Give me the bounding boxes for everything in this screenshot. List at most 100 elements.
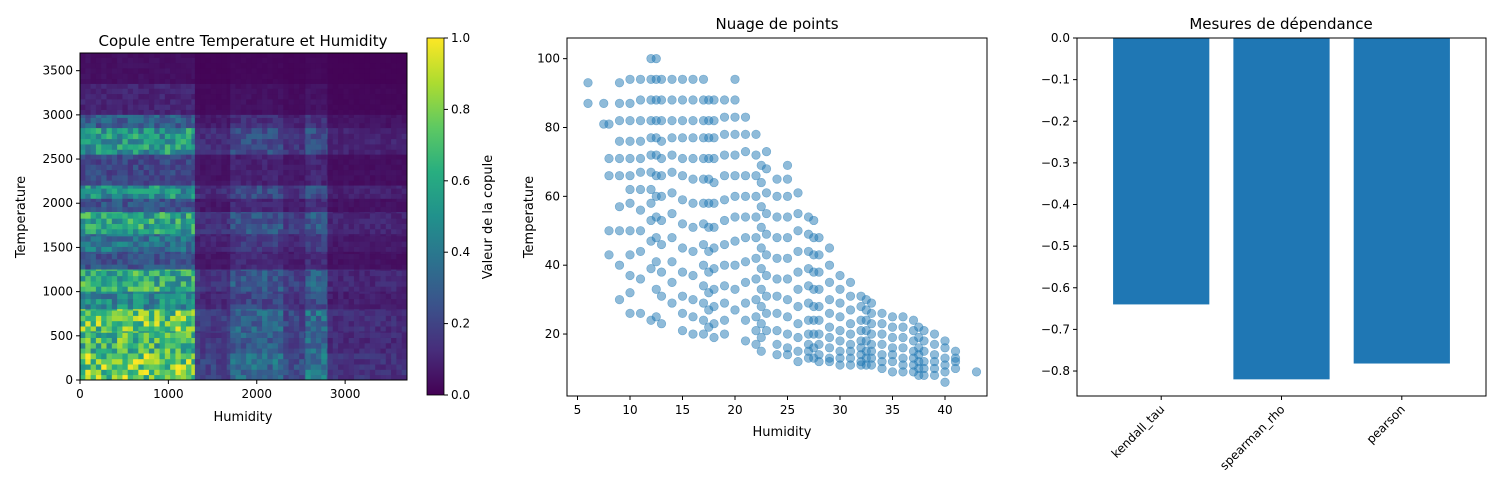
heatmap-cell bbox=[122, 223, 129, 230]
heatmap-cell bbox=[304, 201, 306, 208]
heatmap-cell bbox=[299, 246, 305, 253]
heatmap-cell bbox=[101, 253, 107, 260]
heatmap-cell bbox=[315, 320, 322, 327]
heatmap-cell bbox=[267, 193, 274, 200]
heatmap-cell bbox=[127, 62, 134, 69]
heatmap-cell bbox=[305, 104, 312, 110]
heatmap-cell bbox=[164, 269, 171, 271]
heatmap-cell bbox=[221, 223, 228, 230]
heatmap-cell bbox=[226, 109, 231, 116]
heatmap-cell bbox=[385, 206, 392, 213]
heatmap-cell bbox=[385, 104, 392, 110]
scatter-point bbox=[614, 226, 625, 236]
heatmap-cell bbox=[175, 73, 182, 80]
heatmap-cell bbox=[364, 269, 371, 271]
heatmap-cell bbox=[106, 198, 113, 202]
heatmap-cell bbox=[293, 315, 300, 322]
heatmap-cell bbox=[200, 337, 206, 344]
heatmap-cell bbox=[299, 193, 305, 200]
heatmap-cell bbox=[117, 193, 123, 200]
heatmap-cell bbox=[240, 88, 247, 95]
heatmap-cell bbox=[122, 234, 129, 237]
heatmap-cell bbox=[80, 369, 86, 376]
heatmap-cell bbox=[348, 193, 355, 200]
heatmap-cell bbox=[85, 315, 91, 322]
heatmap-cell bbox=[164, 369, 171, 376]
heatmap-cell bbox=[299, 374, 305, 380]
heatmap-cell bbox=[216, 315, 222, 322]
scatter-point bbox=[761, 326, 772, 336]
heatmap-cell bbox=[226, 198, 231, 202]
scatter-point bbox=[635, 74, 646, 84]
heatmap-cell bbox=[375, 98, 381, 105]
heatmap-cell bbox=[240, 223, 247, 230]
heatmap-cell bbox=[304, 98, 306, 105]
heatmap-cell bbox=[170, 68, 176, 74]
heatmap-cell bbox=[326, 88, 328, 95]
heatmap-cell bbox=[111, 149, 118, 156]
heatmap-cell bbox=[304, 235, 306, 242]
heatmap-cell bbox=[348, 133, 355, 140]
heatmap-cell bbox=[210, 251, 217, 255]
heatmap-cell bbox=[364, 212, 371, 219]
heatmap-cell bbox=[326, 78, 328, 85]
heatmap-cell bbox=[369, 281, 376, 287]
heatmap-cell bbox=[122, 185, 129, 189]
heatmap-cell bbox=[380, 353, 387, 360]
heatmap-cell bbox=[221, 253, 228, 260]
heatmap-x-ticks: 0 1000 2000 3000 bbox=[76, 380, 360, 401]
heatmap-cell bbox=[396, 188, 403, 194]
heatmap-cell bbox=[191, 109, 196, 116]
bar bbox=[1233, 38, 1330, 380]
heatmap-cell bbox=[288, 218, 295, 224]
heatmap-cell bbox=[170, 332, 176, 338]
heatmap-cell bbox=[348, 180, 355, 186]
heatmap-cell bbox=[221, 149, 228, 156]
scatter-point bbox=[677, 153, 688, 164]
heatmap-cell bbox=[315, 212, 322, 214]
heatmap-cell bbox=[226, 117, 231, 124]
scatter-point bbox=[688, 74, 698, 84]
heatmap-cell bbox=[369, 353, 376, 360]
heatmap-cell bbox=[375, 286, 381, 293]
heatmap-cell bbox=[396, 342, 403, 349]
heatmap-cell bbox=[127, 174, 134, 181]
heatmap-cell bbox=[106, 114, 113, 118]
heatmap-cell bbox=[401, 251, 407, 255]
heatmap-cell bbox=[191, 241, 196, 247]
heatmap-cell bbox=[262, 180, 268, 186]
heatmap-cell bbox=[288, 286, 295, 293]
heatmap-cell bbox=[380, 223, 387, 230]
heatmap-cell bbox=[256, 212, 263, 214]
scatter-point bbox=[667, 298, 677, 308]
heatmap-cell bbox=[267, 122, 274, 129]
scatter-point bbox=[814, 356, 824, 367]
heatmap-cell bbox=[272, 337, 279, 344]
heatmap-cell bbox=[327, 109, 334, 116]
heatmap-cell bbox=[240, 185, 247, 189]
heatmap-cell bbox=[111, 235, 118, 242]
heatmap-cell bbox=[326, 201, 328, 208]
heatmap-x-tick-label: 3000 bbox=[330, 387, 361, 401]
heatmap-cell bbox=[326, 98, 328, 105]
heatmap-cell bbox=[326, 138, 328, 145]
heatmap-cell bbox=[191, 342, 196, 349]
heatmap-cell bbox=[396, 235, 403, 242]
heatmap-cell bbox=[133, 303, 139, 310]
scatter-point bbox=[845, 319, 856, 329]
heatmap-cell bbox=[240, 159, 247, 165]
heatmap-cell bbox=[117, 332, 123, 338]
heatmap-cell bbox=[299, 331, 305, 333]
heatmap-cell bbox=[332, 331, 339, 333]
heatmap-cell bbox=[186, 138, 192, 145]
scatter-point bbox=[761, 291, 772, 301]
scatter-point bbox=[793, 332, 803, 343]
heatmap-cell bbox=[175, 83, 182, 89]
heatmap-cell bbox=[380, 78, 387, 85]
scatter-point bbox=[625, 308, 635, 318]
heatmap-cell bbox=[338, 264, 344, 270]
heatmap-cell bbox=[375, 253, 381, 260]
heatmap-cell bbox=[143, 358, 150, 365]
heatmap-cell bbox=[122, 246, 129, 253]
